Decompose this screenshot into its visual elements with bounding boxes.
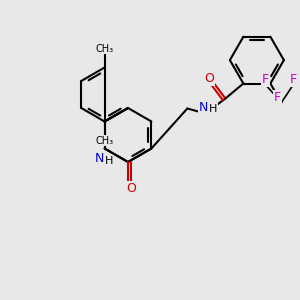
Text: O: O: [126, 182, 136, 194]
Text: CH₃: CH₃: [96, 136, 114, 146]
Text: F: F: [290, 73, 297, 86]
Text: H: H: [209, 103, 218, 113]
Text: F: F: [274, 91, 281, 104]
Text: F: F: [262, 73, 269, 86]
Text: N: N: [199, 101, 208, 114]
Text: CH₃: CH₃: [96, 44, 114, 53]
Text: N: N: [95, 152, 104, 165]
Text: O: O: [204, 72, 214, 86]
Text: H: H: [104, 155, 113, 166]
